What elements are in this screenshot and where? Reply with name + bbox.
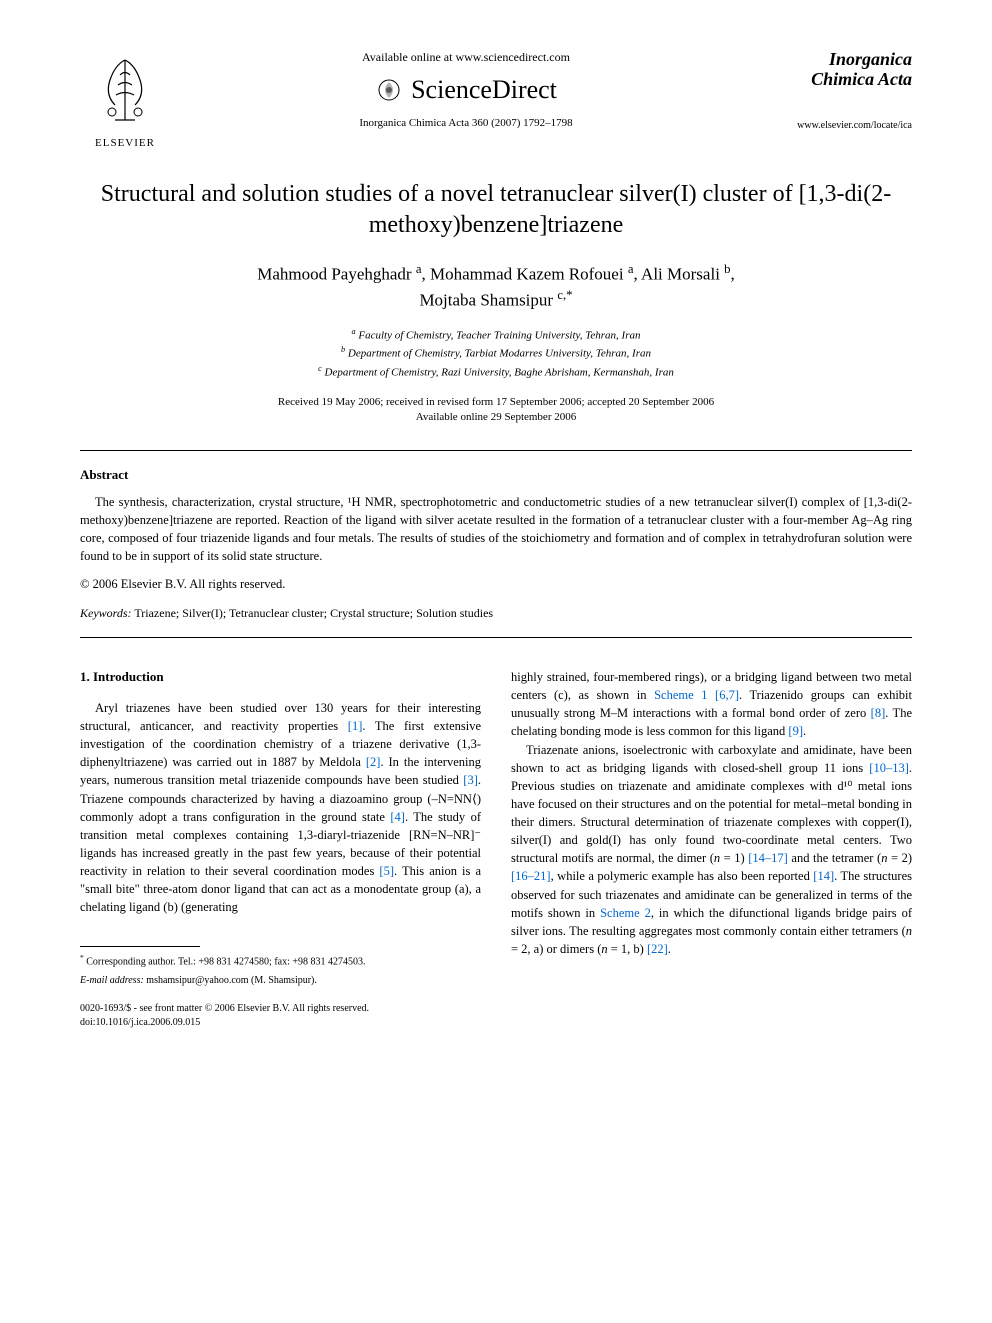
abstract-text: The synthesis, characterization, crystal…	[80, 493, 912, 566]
abstract-heading: Abstract	[80, 467, 912, 483]
authors: Mahmood Payehghadr a, Mohammad Kazem Rof…	[80, 261, 912, 312]
date-available: Available online 29 September 2006	[80, 410, 912, 425]
available-online-text: Available online at www.sciencedirect.co…	[190, 50, 742, 65]
journal-url: www.elsevier.com/locate/ica	[762, 120, 912, 131]
ref-3[interactable]: [3]	[463, 773, 478, 787]
doi-block: 0020-1693/$ - see front matter © 2006 El…	[80, 1002, 481, 1030]
copyright-line: © 2006 Elsevier B.V. All rights reserved…	[80, 577, 912, 592]
ref-14[interactable]: [14]	[813, 869, 834, 883]
ref-8[interactable]: [8]	[871, 706, 886, 720]
doi: doi:10.1016/j.ica.2006.09.015	[80, 1016, 481, 1030]
email-address: mshamsipur@yahoo.com (M. Shamsipur).	[146, 975, 317, 986]
corresponding-author: * Corresponding author. Tel.: +98 831 42…	[80, 953, 481, 969]
scheme-2-link[interactable]: Scheme 2	[600, 906, 651, 920]
ref-2[interactable]: [2]	[366, 755, 381, 769]
sciencedirect-text: ScienceDirect	[411, 75, 557, 105]
affiliation-a: Faculty of Chemistry, Teacher Training U…	[358, 330, 640, 342]
col2-para2: Triazenate anions, isoelectronic with ca…	[511, 741, 912, 959]
sciencedirect-icon	[375, 76, 403, 104]
journal-name-line1: Inorganica	[762, 50, 912, 70]
dates-block: Received 19 May 2006; received in revise…	[80, 395, 912, 426]
ref-5[interactable]: [5]	[379, 864, 394, 878]
ref-1[interactable]: [1]	[348, 719, 363, 733]
email-line: E-mail address: mshamsipur@yahoo.com (M.…	[80, 974, 481, 988]
ref-1417[interactable]: [14–17]	[748, 851, 788, 865]
journal-box: Inorganica Chimica Acta www.elsevier.com…	[762, 50, 912, 131]
ref-1621[interactable]: [16–21]	[511, 869, 551, 883]
date-received: Received 19 May 2006; received in revise…	[80, 395, 912, 410]
ref-4[interactable]: [4]	[390, 810, 405, 824]
scheme-1-link[interactable]: Scheme 1	[654, 688, 707, 702]
front-matter: 0020-1693/$ - see front matter © 2006 El…	[80, 1002, 481, 1016]
footer-divider	[80, 946, 200, 947]
keywords-label: Keywords:	[80, 606, 132, 620]
ref-22[interactable]: [22]	[647, 942, 668, 956]
body-columns: 1. Introduction Aryl triazenes have been…	[80, 668, 912, 1030]
col1-para1: Aryl triazenes have been studied over 13…	[80, 699, 481, 917]
elsevier-tree-icon	[90, 50, 160, 130]
ref-9[interactable]: [9]	[788, 724, 803, 738]
center-header: Available online at www.sciencedirect.co…	[170, 50, 762, 129]
column-left: 1. Introduction Aryl triazenes have been…	[80, 668, 481, 1030]
ref-1013[interactable]: [10–13]	[869, 761, 909, 775]
col2-para1: highly strained, four-membered rings), o…	[511, 668, 912, 741]
divider-top	[80, 450, 912, 451]
footer-block: * Corresponding author. Tel.: +98 831 42…	[80, 946, 481, 1029]
journal-name-line2: Chimica Acta	[762, 70, 912, 90]
keywords: Keywords: Triazene; Silver(I); Tetranucl…	[80, 606, 912, 621]
article-title: Structural and solution studies of a nov…	[80, 179, 912, 241]
journal-citation: Inorganica Chimica Acta 360 (2007) 1792–…	[190, 117, 742, 129]
column-right: highly strained, four-membered rings), o…	[511, 668, 912, 1030]
affiliations: a Faculty of Chemistry, Teacher Training…	[80, 326, 912, 380]
elsevier-logo: ELSEVIER	[80, 50, 170, 149]
keywords-text: Triazene; Silver(I); Tetranuclear cluste…	[134, 606, 493, 620]
email-label: E-mail address:	[80, 975, 144, 986]
sciencedirect-brand: ScienceDirect	[190, 75, 742, 105]
section-heading: 1. Introduction	[80, 668, 481, 687]
affiliation-c: Department of Chemistry, Razi University…	[325, 366, 674, 378]
publisher-name: ELSEVIER	[80, 137, 170, 149]
ref-67[interactable]: [6,7]	[715, 688, 739, 702]
affiliation-b: Department of Chemistry, Tarbiat Modarre…	[348, 348, 651, 360]
divider-bottom	[80, 637, 912, 638]
header-row: ELSEVIER Available online at www.science…	[80, 50, 912, 149]
